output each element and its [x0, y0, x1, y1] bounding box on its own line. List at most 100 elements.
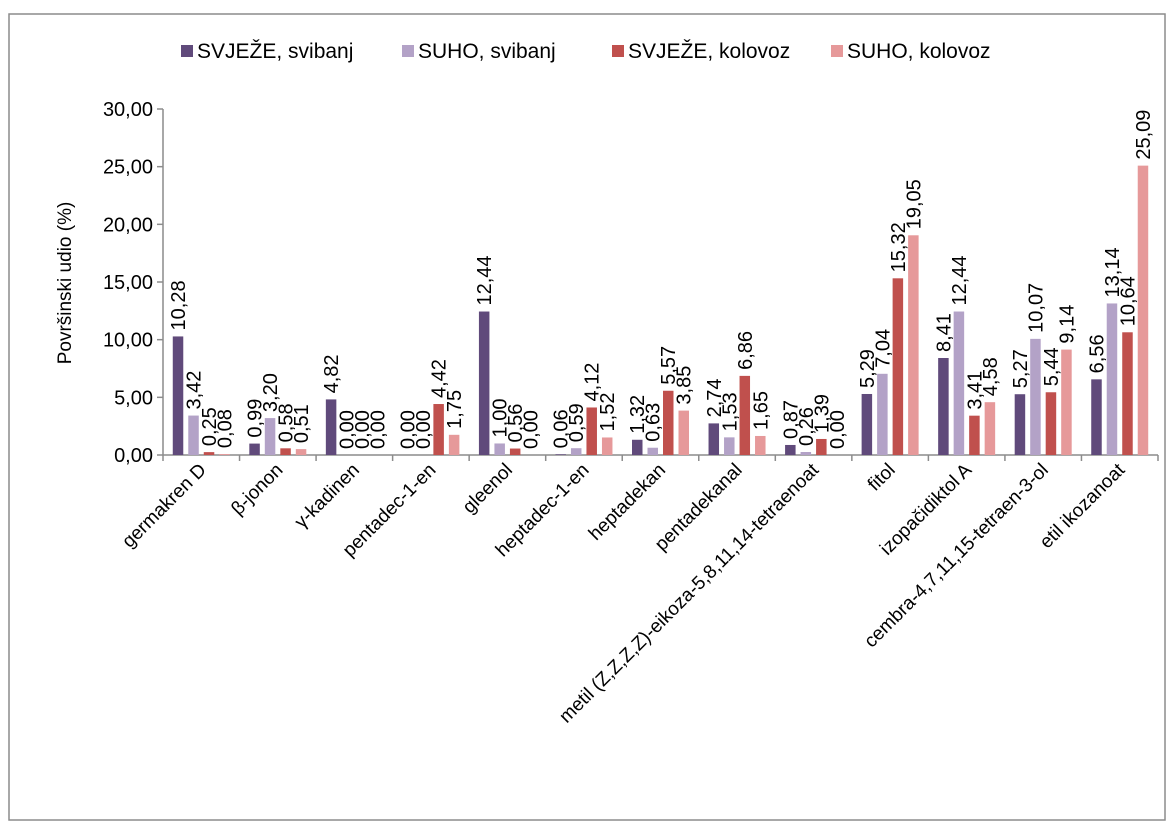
- y-tick-label: 10,00: [103, 330, 153, 352]
- data-label: 0,26: [796, 407, 818, 446]
- legend-swatch: [402, 45, 414, 57]
- data-label: 0,63: [643, 403, 665, 442]
- legend-swatch: [612, 45, 624, 57]
- bar: [1106, 303, 1118, 455]
- legend-swatch: [831, 45, 843, 57]
- data-label: 12,44: [474, 255, 496, 305]
- bar: [938, 358, 949, 455]
- bar: [708, 423, 720, 455]
- data-label: 3,85: [674, 366, 696, 405]
- data-label: 0,25: [199, 407, 221, 446]
- bar: [984, 402, 996, 455]
- data-label: 3,41: [964, 371, 986, 410]
- data-label: 0,06: [551, 409, 573, 448]
- bar: [478, 311, 490, 455]
- bar: [601, 437, 613, 455]
- bar: [586, 407, 597, 455]
- data-label: 0,00: [337, 410, 359, 449]
- bar: [494, 443, 505, 455]
- bar: [1030, 338, 1041, 455]
- data-label: 9,14: [1056, 305, 1078, 344]
- data-label: 4,82: [321, 354, 343, 393]
- bar: [724, 437, 735, 455]
- data-label: 6,86: [735, 331, 757, 370]
- data-label: 1,32: [627, 395, 649, 434]
- data-label: 0,00: [368, 410, 390, 449]
- data-label: 2,74: [704, 378, 726, 417]
- legend: SVJEŽE, svibanj SUHO, svibanj SVJEŽE, kolo…: [181, 40, 991, 63]
- bar: [433, 404, 444, 455]
- data-label: 0,51: [291, 404, 313, 443]
- data-label: 8,41: [933, 313, 955, 352]
- data-label: 0,08: [215, 409, 237, 448]
- data-label: 0,58: [276, 403, 298, 442]
- bars: [172, 165, 1149, 455]
- data-label: 1,52: [597, 393, 619, 432]
- data-label: 1,39: [811, 394, 833, 433]
- data-label: 0,00: [521, 410, 543, 449]
- data-label: 0,99: [245, 399, 267, 438]
- data-label: 3,20: [260, 373, 282, 412]
- data-label: 0,00: [827, 410, 849, 449]
- data-label: 4,42: [429, 359, 451, 398]
- bar: [1122, 332, 1133, 455]
- y-tick-label: 0,00: [114, 445, 153, 467]
- y-axis-title: Površinski udio (%): [55, 202, 76, 365]
- bar: [1014, 394, 1026, 455]
- bar: [739, 375, 751, 455]
- bar: [188, 415, 199, 455]
- y-tick-label: 30,00: [103, 99, 153, 121]
- data-label: 1,00: [490, 399, 512, 438]
- bar: [249, 443, 260, 455]
- bar: [861, 393, 873, 455]
- data-label: 0,87: [780, 400, 802, 439]
- bar: [1045, 392, 1057, 455]
- data-label: 25,09: [1133, 110, 1155, 160]
- data-label: 1,53: [719, 392, 741, 431]
- bar: [219, 454, 230, 455]
- data-labels: 10,28 0,99 4,82 0,00 12,44 0,06 1,32 2,74 0,87 5,…: [168, 110, 1155, 449]
- bar: [448, 434, 460, 455]
- bar: [969, 415, 980, 455]
- bar: [172, 336, 184, 455]
- legend-entry: SUHO, kolovoz: [847, 40, 991, 63]
- data-label: 0,59: [566, 403, 588, 442]
- legend-entry: SUHO, svibanj: [418, 40, 556, 63]
- bar: [785, 444, 796, 455]
- legend-swatch: [181, 45, 193, 57]
- bar: [1137, 165, 1149, 455]
- data-label: 5,29: [857, 349, 879, 388]
- y-tick-label: 5,00: [114, 387, 153, 409]
- bar: [678, 410, 689, 455]
- bar: [908, 235, 919, 455]
- y-axis: 0,00 5,00 10,00 15,00 20,00 25,00 30,00: [103, 99, 164, 467]
- bar: [325, 399, 337, 455]
- bar: [647, 447, 658, 455]
- data-label: 0,00: [352, 410, 374, 449]
- data-label: 15,32: [888, 222, 910, 272]
- bar: [1091, 379, 1102, 455]
- bar: [555, 454, 566, 455]
- bar: [203, 452, 215, 455]
- data-label: 10,07: [1025, 283, 1047, 333]
- bar: [570, 448, 582, 455]
- bar: [295, 449, 307, 455]
- data-label: 10,64: [1117, 276, 1139, 326]
- data-label: 0,00: [413, 410, 435, 449]
- bar: [877, 373, 888, 455]
- data-label: 0,00: [398, 410, 420, 449]
- data-label: 1,75: [444, 390, 466, 429]
- data-label: 3,42: [184, 371, 206, 410]
- data-label: 10,28: [168, 280, 190, 330]
- y-tick-label: 25,00: [103, 157, 153, 179]
- data-label: 4,12: [582, 363, 604, 402]
- data-label: 13,14: [1102, 247, 1124, 297]
- data-label: 12,44: [949, 255, 971, 305]
- data-label: 0,56: [505, 404, 527, 443]
- bar: [280, 448, 291, 455]
- data-label: 6,56: [1086, 334, 1108, 373]
- legend-entry: SVJEŽE, kolovoz: [628, 40, 790, 63]
- data-label: 1,65: [750, 391, 772, 430]
- y-tick-label: 20,00: [103, 214, 153, 236]
- bar: [755, 435, 766, 455]
